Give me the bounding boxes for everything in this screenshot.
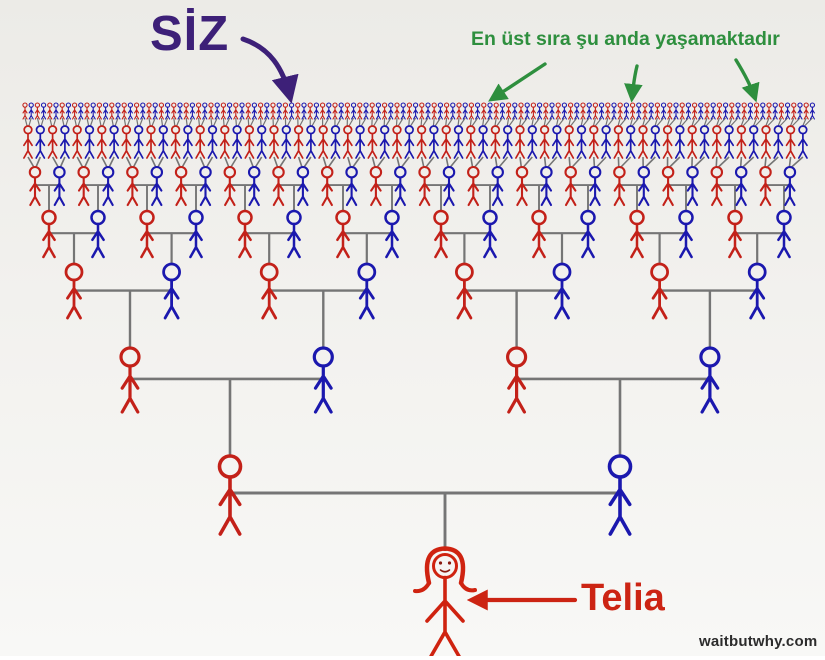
annotation-arrows xyxy=(240,36,760,611)
telia-figure xyxy=(413,546,477,660)
you-arrow xyxy=(240,36,299,104)
watermark-label: waitbutwhy.com xyxy=(699,633,818,650)
you-label: SİZ xyxy=(150,7,230,61)
image-bottom-border xyxy=(0,656,825,660)
tree-connectors xyxy=(24,117,813,551)
top-row-note-label: En üst sıra şu anda yaşamaktadır xyxy=(471,28,780,50)
generation-row-7 xyxy=(22,102,816,120)
generation-row-5 xyxy=(28,165,797,207)
ancestor-figures xyxy=(22,102,816,536)
descendant-name-label: Telia xyxy=(581,577,665,619)
note-arrow-left xyxy=(488,62,547,102)
note-arrow-middle xyxy=(624,64,643,103)
generation-row-4 xyxy=(41,209,792,259)
generation-row-1 xyxy=(217,454,633,536)
note-arrow-right xyxy=(734,58,760,103)
generation-row-6 xyxy=(23,125,808,159)
generation-row-3 xyxy=(64,262,767,320)
generation-row-2 xyxy=(119,346,721,414)
